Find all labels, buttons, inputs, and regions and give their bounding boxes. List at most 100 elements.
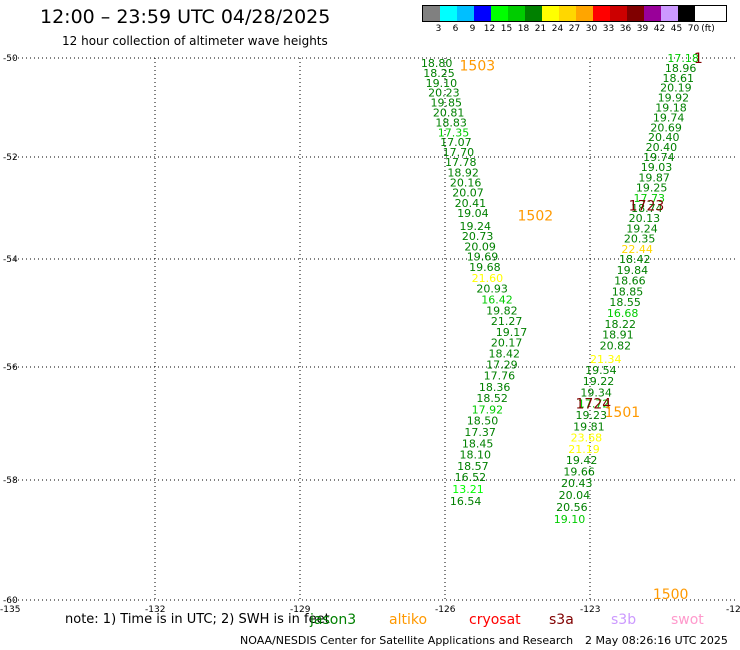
footer: NOAA/NESDIS Center for Satellite Applica… (240, 634, 728, 647)
wave-height-value: 17.70 (443, 146, 475, 159)
wave-height-value: 13.21 (452, 483, 484, 496)
wave-height-value: 19.68 (469, 261, 501, 274)
legend-swatches (422, 5, 727, 22)
legend-label-70: 70 (687, 24, 700, 34)
legend-label-21: 21 (534, 24, 547, 34)
wave-height-value: 19.54 (585, 364, 617, 377)
x-tick-label: -135 (0, 605, 20, 615)
wave-height-value: 18.42 (489, 348, 521, 361)
y-tick-label: -50 (3, 54, 18, 64)
wave-height-value: 18.52 (476, 392, 508, 405)
legend-label-18: 18 (517, 24, 530, 34)
wave-height-value: 18.91 (602, 329, 634, 342)
wave-height-value: 17.73 (634, 192, 666, 205)
wave-height-value: 20.82 (600, 339, 632, 352)
wave-height-value: 19.85 (431, 97, 463, 110)
pass-label: 1723 (629, 198, 665, 214)
legend-swatch-18 (508, 6, 525, 21)
legend-swatch-9 (457, 6, 474, 21)
legend-label-15: 15 (500, 24, 513, 34)
legend-swatch-33 (593, 6, 610, 21)
wave-height-value: 19.23 (576, 409, 608, 422)
wave-height-value: 20.56 (556, 501, 588, 514)
x-tick-label: -132 (145, 605, 165, 615)
wave-height-value: 17.72 (578, 398, 610, 411)
satellite-s3b: s3b (611, 612, 637, 628)
wave-height-value: 17.92 (472, 403, 504, 416)
wave-height-value: 18.57 (457, 460, 489, 473)
legend-label-45: 45 (670, 24, 683, 34)
wave-height-value: 22.44 (621, 243, 653, 256)
legend-label-24: 24 (551, 24, 564, 34)
x-tick-label: -123 (580, 605, 600, 615)
wave-height-value: 20.43 (561, 477, 593, 490)
wave-height-value: 19.81 (573, 420, 605, 433)
wave-height-value: 19.69 (467, 250, 499, 263)
wave-height-value: 18.61 (663, 72, 695, 85)
wave-height-value: 20.40 (648, 131, 680, 144)
wave-height-value: 21.19 (568, 443, 600, 456)
legend-swatch-45 (661, 6, 678, 21)
legend-label-9: 9 (469, 24, 476, 34)
wave-height-value: 19.22 (583, 375, 615, 388)
satellite-altiko: altiko (389, 612, 428, 628)
legend-swatch-21 (525, 6, 542, 21)
satellite-cryosat: cryosat (469, 612, 521, 628)
axis-ticks: -50 -52 -54 -56 -58 -60-135 -132 -129 -126 -123 -1… (0, 54, 740, 615)
y-tick-label: -58 (3, 476, 18, 486)
wave-height-value: 18.96 (665, 62, 697, 75)
wave-height-value: 20.17 (491, 337, 522, 350)
satellite-swot: swot (671, 612, 704, 628)
wave-height-value: 18.85 (612, 285, 644, 298)
wave-height-value: 19.74 (653, 111, 685, 124)
legend-label-6: 6 (452, 24, 459, 34)
wave-height-value: 20.41 (455, 197, 487, 210)
legend-label-42: 42 (653, 24, 666, 34)
data-points: 18.8018.2519.1020.2319.8520.8118.8317.35… (421, 52, 699, 526)
y-tick-label: -52 (3, 153, 18, 163)
wave-height-value: 19.42 (566, 454, 598, 467)
wave-height-value: 20.07 (452, 187, 484, 200)
pass-label: 1503 (460, 58, 496, 74)
satellite-jason3: jason3 (310, 612, 357, 628)
wave-height-value: 18.36 (479, 381, 511, 394)
wave-height-value: 19.03 (641, 161, 673, 174)
wave-height-value: 16.54 (450, 495, 482, 508)
wave-height-value: 20.13 (629, 212, 661, 225)
wave-height-value: 18.22 (605, 318, 637, 331)
legend-swatch-36 (610, 6, 627, 21)
x-tick-label: -124 (726, 605, 740, 615)
wave-height-value: 19.34 (580, 386, 612, 399)
wave-height-value: 19.04 (457, 207, 489, 220)
wave-height-value: 20.04 (559, 489, 591, 502)
chart-title: 12:00 – 23:59 UTC 04/28/2025 (40, 6, 331, 28)
wave-height-value: 20.81 (433, 106, 465, 119)
wave-height-value: 18.66 (614, 275, 646, 288)
wave-height-value: 19.24 (626, 222, 658, 235)
wave-height-value: 19.17 (496, 326, 528, 339)
legend-swatch-24 (542, 6, 559, 21)
wave-height-value: 20.73 (462, 230, 494, 243)
wave-height-value: 18.25 (423, 67, 455, 80)
wave-height-value: 19.74 (643, 151, 675, 164)
y-tick-label: -56 (3, 363, 18, 373)
wave-height-value: 20.23 (428, 87, 460, 100)
wave-height-value: 16.42 (481, 294, 513, 307)
legend-label-27: 27 (568, 24, 581, 34)
wave-height-value: 20.09 (464, 240, 496, 253)
wave-height-value: 20.40 (646, 141, 678, 154)
wave-height-value: 19.66 (563, 466, 595, 479)
legend-swatch-3 (423, 6, 440, 21)
pass-label: 1500 (653, 587, 689, 603)
legend-label-33: 33 (602, 24, 615, 34)
note-line: note: 1) Time is in UTC; 2) SWH is in fe… (65, 612, 704, 628)
legend-label-12: 12 (483, 24, 496, 34)
pass-label: 1501 (605, 405, 641, 421)
legend-label-39: 39 (636, 24, 649, 34)
wave-height-value: 19.24 (460, 220, 492, 233)
pass-label: 1502 (518, 209, 554, 225)
wave-height-value: 20.69 (650, 121, 682, 134)
legend-label-30: 30 (585, 24, 598, 34)
legend-swatch-15 (491, 6, 508, 21)
